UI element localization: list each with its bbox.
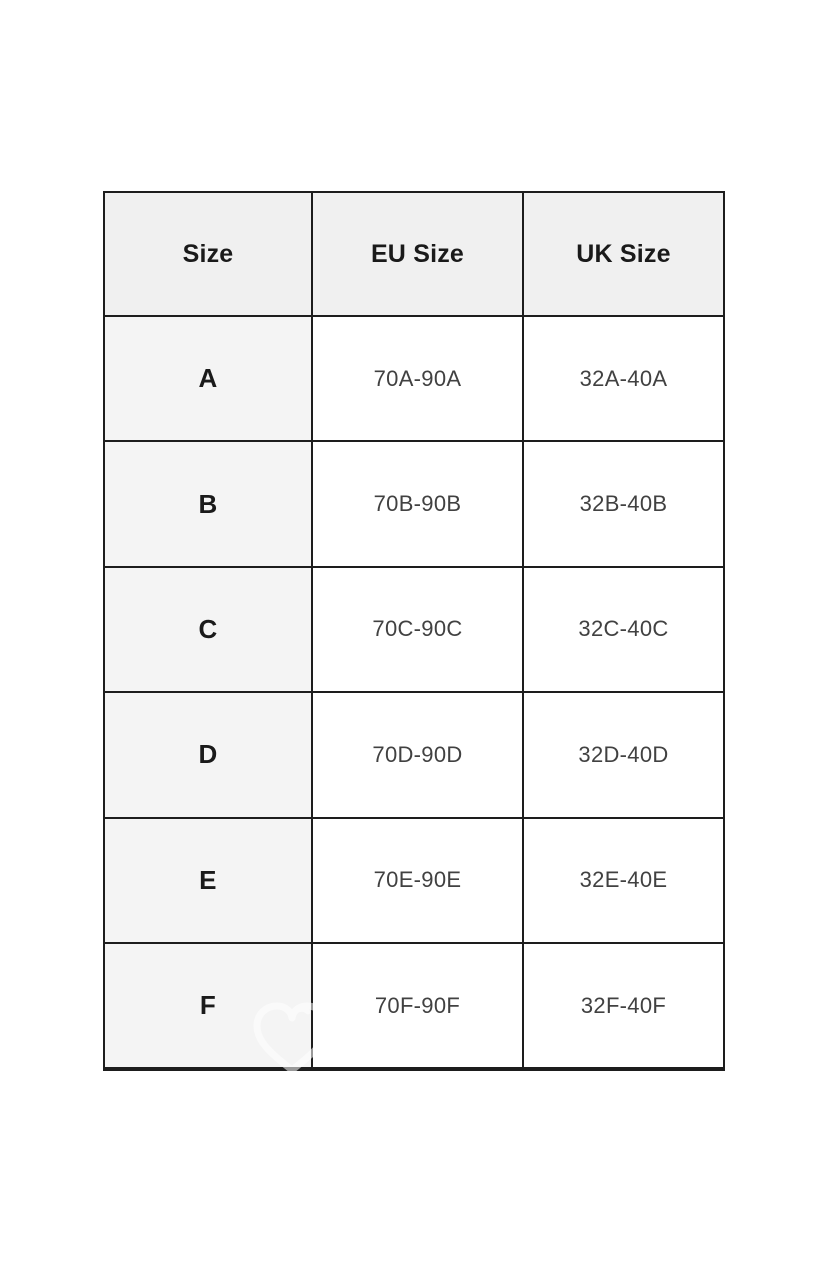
uk-size-cell: 32F-40F	[524, 943, 723, 1068]
uk-size-cell: 32A-40A	[524, 317, 723, 441]
eu-size-cell: 70D-90D	[313, 693, 522, 817]
size-cell: E	[105, 818, 311, 942]
size-cell: C	[105, 567, 311, 692]
uk-size-cell: 32B-40B	[524, 442, 723, 566]
size-chart-table: Size EU Size UK Size A 70A-90A 32A-40A B…	[103, 191, 725, 1071]
eu-size-cell: 70B-90B	[313, 442, 522, 566]
size-cell: B	[105, 442, 311, 566]
eu-size-cell: 70E-90E	[313, 818, 522, 942]
column-header-eu-size: EU Size	[313, 193, 522, 315]
column-header-size: Size	[105, 193, 311, 315]
eu-size-cell: 70F-90F	[313, 943, 522, 1068]
size-cell: D	[105, 693, 311, 817]
uk-size-cell: 32C-40C	[524, 567, 723, 692]
size-cell: A	[105, 317, 311, 441]
size-cell: F	[105, 943, 311, 1068]
uk-size-cell: 32E-40E	[524, 818, 723, 942]
column-header-uk-size: UK Size	[524, 193, 723, 315]
eu-size-cell: 70C-90C	[313, 567, 522, 692]
eu-size-cell: 70A-90A	[313, 317, 522, 441]
uk-size-cell: 32D-40D	[524, 693, 723, 817]
